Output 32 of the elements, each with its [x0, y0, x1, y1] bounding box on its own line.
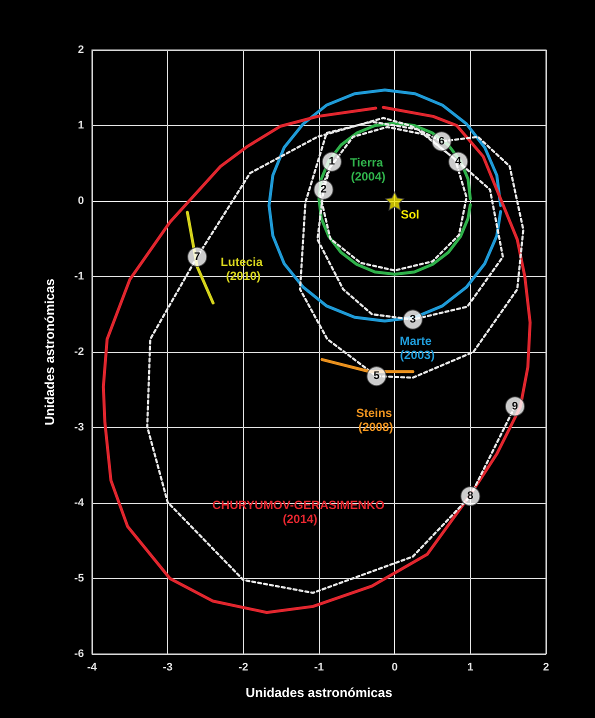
y-tick-label: 0 — [78, 195, 84, 207]
annotation: 5 — [373, 370, 380, 382]
x-tick-label: -3 — [162, 662, 173, 674]
x-tick-label: 2 — [542, 662, 550, 674]
series-label: Tierra (2004) — [350, 155, 386, 184]
y-tick-label: -2 — [74, 346, 84, 358]
annotation: 6 — [438, 135, 445, 148]
annotation: 7 — [194, 250, 200, 263]
y-tick-label: -6 — [74, 648, 84, 660]
y-tick-label: -5 — [74, 572, 84, 584]
y-tick-label: 1 — [78, 120, 84, 132]
x-tick-label: -2 — [238, 662, 248, 674]
point — [385, 192, 404, 210]
annotation: 1 — [328, 156, 335, 168]
y-axis-title: Unidades astronómicas — [42, 278, 57, 426]
annotation: 3 — [410, 314, 416, 326]
annotation: 4 — [455, 156, 462, 168]
series-label: Sol — [400, 208, 420, 222]
annotation: 8 — [467, 490, 474, 502]
y-tick-label: -4 — [74, 497, 85, 509]
y-tick-label: 2 — [78, 44, 84, 56]
x-tick-label: -1 — [314, 662, 324, 674]
line-series — [102, 106, 532, 614]
x-tick-label: -4 — [87, 662, 98, 674]
y-tick-label: -3 — [74, 422, 84, 434]
point — [322, 152, 342, 172]
x-axis-title: Unidades astronómicas — [246, 685, 392, 700]
annotation: 2 — [320, 184, 327, 196]
x-tick-label: 0 — [392, 662, 398, 674]
annotation: 9 — [512, 400, 518, 412]
y-tick-label: -1 — [74, 270, 84, 282]
x-tick-label: 1 — [467, 662, 474, 674]
